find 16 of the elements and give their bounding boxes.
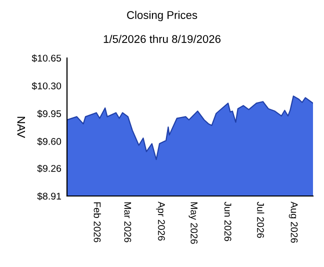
y-axis-title: NAV bbox=[17, 116, 25, 138]
chart-title: Closing Prices bbox=[127, 10, 198, 22]
x-tick-label: Apr 2026 bbox=[156, 202, 165, 241]
x-tick-label: Jul 2026 bbox=[257, 202, 264, 238]
y-tick-label: $9.26 bbox=[37, 164, 62, 172]
y-tick-label: $10.30 bbox=[32, 82, 62, 90]
x-tick-label: Jun 2026 bbox=[224, 202, 232, 242]
chart-subtitle: 1/5/2026 thru 8/19/2026 bbox=[104, 34, 221, 43]
y-tick-label: $10.65 bbox=[32, 54, 62, 62]
y-tick-label: $9.95 bbox=[37, 110, 62, 118]
y-tick-label: $9.60 bbox=[37, 138, 62, 146]
y-tick-label: $8.91 bbox=[37, 192, 61, 200]
x-tick-label: Aug 2026 bbox=[288, 202, 298, 243]
x-tick-label: Feb 2026 bbox=[94, 202, 101, 242]
x-tick-label: May 2026 bbox=[188, 202, 198, 244]
x-tick-label: Mar 2026 bbox=[124, 202, 132, 242]
